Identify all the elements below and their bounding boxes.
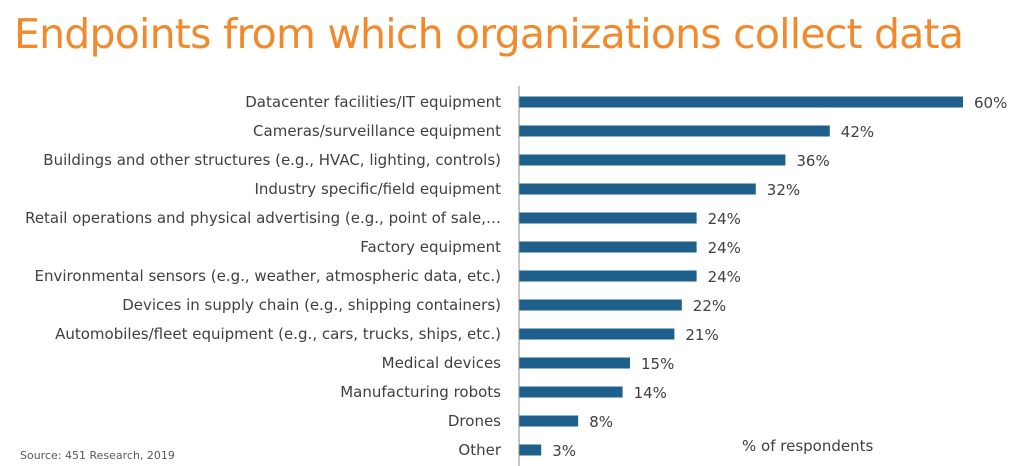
data-label: 21% <box>685 326 718 344</box>
data-label: 14% <box>634 384 667 402</box>
category-label: Cameras/surveillance equipment <box>253 122 501 140</box>
data-label: 60% <box>974 94 1007 112</box>
category-label: Industry specific/field equipment <box>254 180 501 198</box>
data-label: 24% <box>708 239 741 257</box>
bar <box>519 96 963 108</box>
category-label: Factory equipment <box>360 238 501 256</box>
bar <box>519 154 786 166</box>
bar <box>519 357 630 369</box>
chart-title: Endpoints from which organizations colle… <box>14 10 964 58</box>
data-label: 24% <box>708 268 741 286</box>
data-label: 3% <box>552 442 576 460</box>
bar <box>519 415 579 427</box>
data-label: 22% <box>693 297 726 315</box>
bar <box>519 125 830 137</box>
category-label: Buildings and other structures (e.g., HV… <box>43 151 501 169</box>
bar <box>519 270 697 282</box>
bar <box>519 328 675 340</box>
category-label: Drones <box>448 412 501 430</box>
data-label: 24% <box>708 210 741 228</box>
data-label: 15% <box>641 355 674 373</box>
bar <box>519 212 697 224</box>
data-label: 36% <box>796 152 829 170</box>
category-label: Datacenter facilities/IT equipment <box>245 93 501 111</box>
bar <box>519 444 542 456</box>
bar <box>519 299 682 311</box>
unit-label: % of respondents <box>742 437 874 455</box>
category-label: Automobiles/fleet equipment (e.g., cars,… <box>55 325 501 343</box>
category-label: Retail operations and physical advertisi… <box>25 209 501 227</box>
data-label: 8% <box>589 413 613 431</box>
category-label: Manufacturing robots <box>340 383 501 401</box>
category-label: Medical devices <box>382 354 502 372</box>
bar <box>519 183 756 195</box>
bar <box>519 386 623 398</box>
source-note: Source: 451 Research, 2019 <box>20 449 175 462</box>
bar <box>519 241 697 253</box>
data-label: 32% <box>767 181 800 199</box>
category-label: Devices in supply chain (e.g., shipping … <box>122 296 501 314</box>
data-label: 42% <box>841 123 874 141</box>
category-label: Other <box>458 441 501 459</box>
category-label: Environmental sensors (e.g., weather, at… <box>35 267 501 285</box>
